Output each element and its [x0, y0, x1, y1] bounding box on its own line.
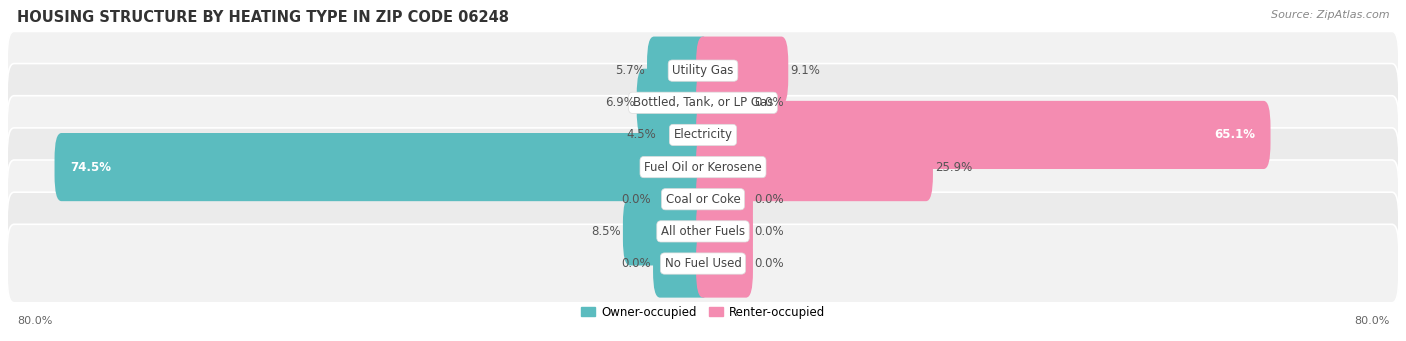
Text: Fuel Oil or Kerosene: Fuel Oil or Kerosene	[644, 161, 762, 174]
Text: 0.0%: 0.0%	[755, 193, 785, 206]
Legend: Owner-occupied, Renter-occupied: Owner-occupied, Renter-occupied	[576, 301, 830, 323]
FancyBboxPatch shape	[696, 229, 754, 298]
Text: 6.9%: 6.9%	[605, 96, 636, 109]
FancyBboxPatch shape	[696, 165, 754, 233]
Text: 9.1%: 9.1%	[790, 64, 820, 77]
Text: 25.9%: 25.9%	[935, 161, 972, 174]
FancyBboxPatch shape	[623, 197, 710, 266]
FancyBboxPatch shape	[7, 224, 1399, 303]
FancyBboxPatch shape	[696, 36, 789, 105]
FancyBboxPatch shape	[696, 197, 754, 266]
FancyBboxPatch shape	[7, 96, 1399, 174]
FancyBboxPatch shape	[7, 63, 1399, 142]
Text: All other Fuels: All other Fuels	[661, 225, 745, 238]
FancyBboxPatch shape	[658, 101, 710, 169]
Text: 80.0%: 80.0%	[17, 316, 52, 326]
Text: Electricity: Electricity	[673, 129, 733, 142]
FancyBboxPatch shape	[7, 160, 1399, 238]
Text: No Fuel Used: No Fuel Used	[665, 257, 741, 270]
Text: 0.0%: 0.0%	[621, 257, 651, 270]
Text: 74.5%: 74.5%	[70, 161, 111, 174]
FancyBboxPatch shape	[647, 36, 710, 105]
FancyBboxPatch shape	[696, 133, 934, 201]
Text: Bottled, Tank, or LP Gas: Bottled, Tank, or LP Gas	[633, 96, 773, 109]
Text: 4.5%: 4.5%	[626, 129, 655, 142]
Text: 8.5%: 8.5%	[592, 225, 621, 238]
FancyBboxPatch shape	[652, 229, 710, 298]
Text: 5.7%: 5.7%	[616, 64, 645, 77]
Text: 0.0%: 0.0%	[755, 96, 785, 109]
Text: 0.0%: 0.0%	[621, 193, 651, 206]
Text: 0.0%: 0.0%	[755, 225, 785, 238]
Text: HOUSING STRUCTURE BY HEATING TYPE IN ZIP CODE 06248: HOUSING STRUCTURE BY HEATING TYPE IN ZIP…	[17, 10, 509, 25]
FancyBboxPatch shape	[7, 128, 1399, 206]
Text: 65.1%: 65.1%	[1213, 129, 1256, 142]
Text: Utility Gas: Utility Gas	[672, 64, 734, 77]
FancyBboxPatch shape	[696, 101, 1271, 169]
FancyBboxPatch shape	[7, 31, 1399, 110]
FancyBboxPatch shape	[637, 69, 710, 137]
Text: Source: ZipAtlas.com: Source: ZipAtlas.com	[1271, 10, 1389, 20]
Text: 0.0%: 0.0%	[755, 257, 785, 270]
FancyBboxPatch shape	[696, 69, 754, 137]
FancyBboxPatch shape	[55, 133, 710, 201]
Text: 80.0%: 80.0%	[1354, 316, 1389, 326]
FancyBboxPatch shape	[652, 165, 710, 233]
FancyBboxPatch shape	[7, 192, 1399, 271]
Text: Coal or Coke: Coal or Coke	[665, 193, 741, 206]
